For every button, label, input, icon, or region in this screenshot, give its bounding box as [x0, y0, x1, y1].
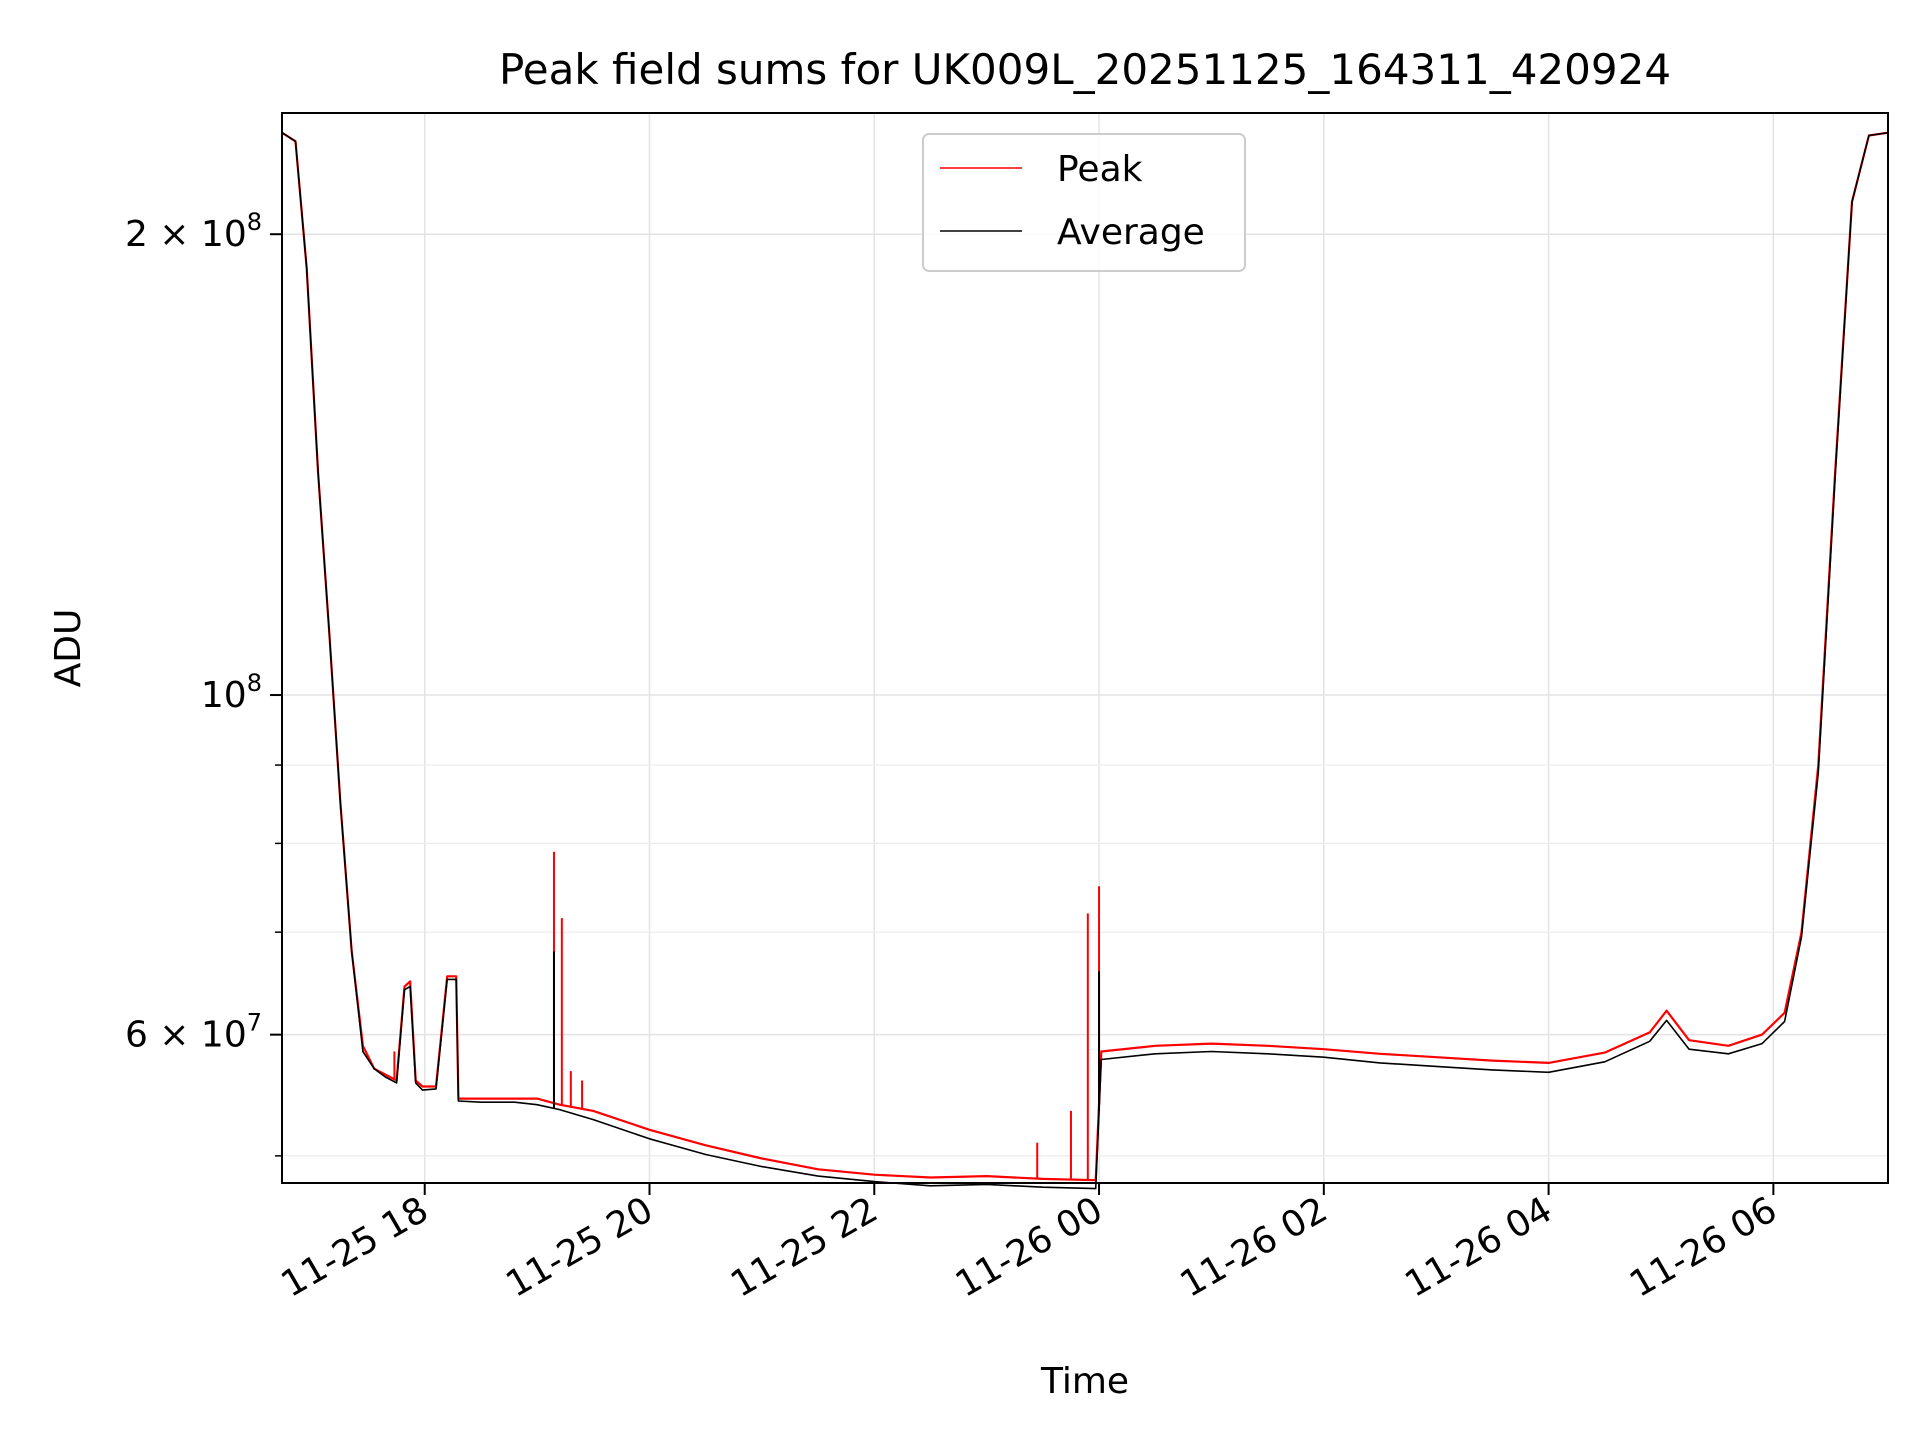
- x-axis-label: Time: [1040, 1361, 1129, 1402]
- y-tick-label-base: 6 × 10: [125, 1015, 247, 1056]
- series-peak-line: [281, 131, 1889, 1182]
- legend-average-label: Average: [1057, 212, 1205, 253]
- y-tick-label-exponent: 8: [247, 669, 262, 697]
- series-average-line: [281, 131, 1889, 1190]
- y-tick-label: 6 × 107: [125, 1009, 262, 1056]
- plot-lines: [281, 131, 1889, 1190]
- y-tick-label: 108: [201, 669, 262, 716]
- y-axis-label: ADU: [48, 609, 89, 688]
- axes-frame: [281, 112, 1889, 1184]
- legend-peak-label: Peak: [1057, 149, 1143, 190]
- y-tick-label-base: 2 × 10: [125, 214, 247, 255]
- y-tick-label-exponent: 8: [247, 208, 262, 236]
- y-tick-label-exponent: 7: [247, 1009, 262, 1037]
- legend: Peak Average: [922, 133, 1246, 272]
- y-tick-label: 2 × 108: [125, 208, 262, 255]
- chart-title: Peak field sums for UK009L_20251125_1643…: [499, 45, 1671, 94]
- y-tick-label-base: 10: [201, 675, 247, 716]
